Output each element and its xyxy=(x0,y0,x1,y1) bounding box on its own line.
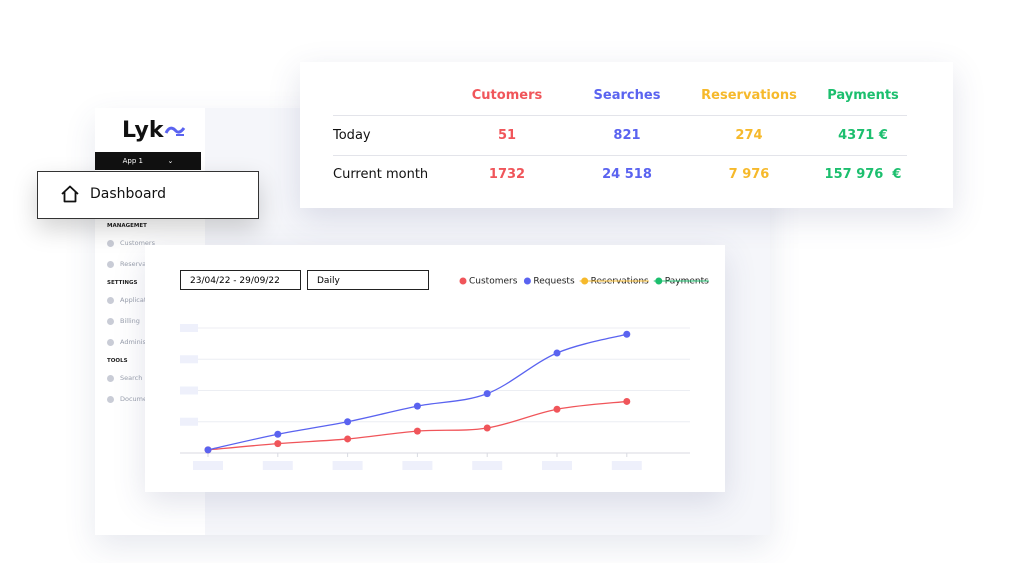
stat-value: 157 976 € xyxy=(824,167,902,182)
granularity-select[interactable]: Daily xyxy=(307,270,429,290)
x-tick-placeholder xyxy=(402,461,433,470)
menu-item[interactable]: Customers xyxy=(120,239,155,247)
data-point xyxy=(553,349,561,357)
app-selector[interactable]: App 1 ⌄ xyxy=(95,152,201,170)
x-tick-placeholder xyxy=(542,461,572,470)
menu-section-title: TOOLS xyxy=(107,358,128,364)
dashboard-menu-item[interactable]: Dashboard xyxy=(37,171,259,219)
menu-section-title: SETTINGS xyxy=(107,280,138,286)
x-tick-placeholder xyxy=(611,461,642,470)
data-point xyxy=(413,402,421,410)
x-tick-placeholder xyxy=(332,461,363,470)
stat-value: 51 xyxy=(497,128,517,143)
row-label: Today xyxy=(333,128,371,143)
legend-marker xyxy=(523,277,531,285)
menu-icon xyxy=(107,240,114,247)
y-tick-placeholder xyxy=(180,324,198,332)
menu-item[interactable]: Reservations xyxy=(120,260,162,268)
column-header: Searches xyxy=(593,88,661,103)
data-point xyxy=(623,330,631,338)
x-tick-placeholder xyxy=(193,461,223,470)
x-tick-placeholder xyxy=(262,461,293,470)
row-separator xyxy=(333,155,907,156)
data-point xyxy=(413,427,421,435)
column-header: Payments xyxy=(827,88,899,103)
data-point xyxy=(344,435,352,443)
menu-item[interactable]: Billing xyxy=(120,317,140,325)
data-point xyxy=(274,430,282,438)
chart-card: 23/04/22 - 29/09/22 Daily Customers Reque… xyxy=(145,245,725,492)
logo-mark xyxy=(164,126,185,136)
home-icon xyxy=(61,185,79,203)
y-tick-placeholder xyxy=(180,355,198,364)
data-point xyxy=(344,418,352,426)
menu-icon xyxy=(107,375,114,382)
data-point xyxy=(204,446,212,454)
stat-value: 274 xyxy=(735,128,763,143)
menu-item[interactable]: Documents xyxy=(120,395,158,403)
legend-label[interactable]: Requests xyxy=(533,277,575,287)
app-selector-label: App 1 xyxy=(122,157,143,165)
stat-value: 821 xyxy=(613,128,641,143)
stat-value: 1732 xyxy=(488,167,526,182)
stat-value: 4371 € xyxy=(838,128,888,143)
data-point xyxy=(623,397,631,405)
x-tick-placeholder xyxy=(472,461,503,470)
menu-item[interactable]: Administration xyxy=(120,338,168,346)
legend-label[interactable]: Customers xyxy=(469,277,518,287)
menu-section-title: MANAGEMET xyxy=(107,223,147,229)
stats-table: Cutomers Searches Reservations Payments Toda… xyxy=(300,62,953,208)
menu-icon xyxy=(107,339,114,346)
row-separator xyxy=(333,115,907,116)
chart: Customers Requests Reservations Payments xyxy=(180,277,709,470)
data-point xyxy=(483,424,491,432)
menu-icon xyxy=(107,318,114,325)
data-point xyxy=(553,405,561,413)
stat-value: 7 976 xyxy=(728,167,770,182)
data-point xyxy=(274,440,282,448)
date-range-input[interactable]: 23/04/22 - 29/09/22 xyxy=(180,270,301,290)
data-point xyxy=(483,390,491,398)
column-header: Reservations xyxy=(701,88,797,103)
column-header: Cutomers xyxy=(471,88,543,103)
y-tick-placeholder xyxy=(180,386,198,395)
menu-icon xyxy=(107,297,114,304)
y-tick-placeholder xyxy=(180,417,198,426)
menu-item[interactable]: Applications xyxy=(120,296,160,304)
row-label: Current month xyxy=(333,167,429,182)
menu-icon xyxy=(107,261,114,268)
menu-icon xyxy=(107,396,114,403)
logo: Lyk xyxy=(122,118,186,143)
legend-marker xyxy=(459,277,467,285)
logo-text: Lyk xyxy=(122,118,164,143)
stat-value: 24 518 xyxy=(602,167,652,182)
dashboard-label: Dashboard xyxy=(90,186,166,202)
menu-item[interactable]: Search xyxy=(120,374,143,382)
